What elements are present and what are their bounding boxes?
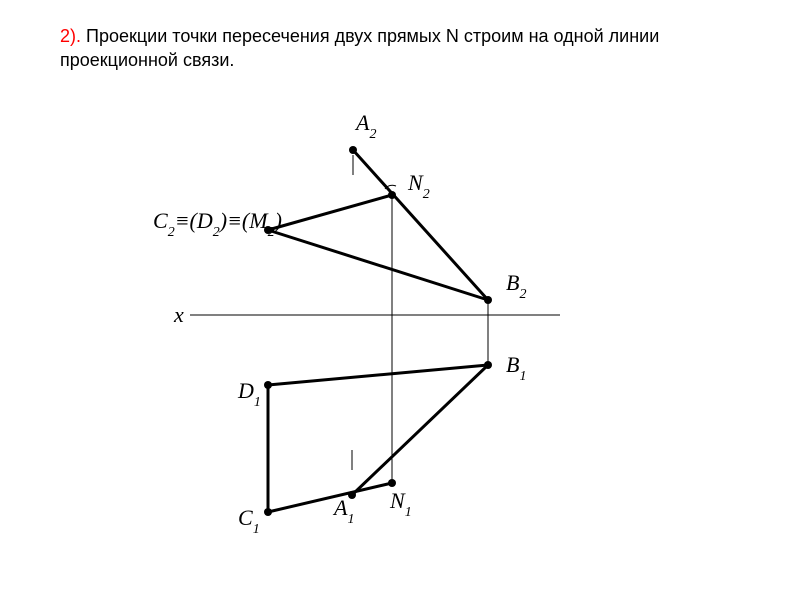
point-D1 bbox=[264, 381, 272, 389]
geometry-diagram: A2 N2 C2≡(D2)≡(M2) B2 x B1 D1 N1 A1 C1 bbox=[130, 100, 670, 570]
point-B2 bbox=[484, 296, 492, 304]
point-N1 bbox=[388, 479, 396, 487]
label-N1: N1 bbox=[389, 488, 412, 520]
labels: A2 N2 C2≡(D2)≡(M2) B2 x B1 D1 N1 A1 C1 bbox=[153, 110, 526, 537]
label-A1: A1 bbox=[332, 495, 354, 527]
point-A1 bbox=[348, 491, 356, 499]
label-c2-d2-m2: C2≡(D2)≡(M2) bbox=[153, 208, 282, 240]
caption-text: Проекции точки пересечения двух прямых N… bbox=[60, 26, 659, 70]
label-x: x bbox=[173, 302, 184, 327]
point-B1 bbox=[484, 361, 492, 369]
label-N2: N2 bbox=[407, 170, 430, 202]
point-C1 bbox=[264, 508, 272, 516]
caption: 2). Проекции точки пересечения двух прям… bbox=[60, 24, 740, 73]
caption-number: 2). bbox=[60, 26, 81, 46]
thin-lines bbox=[392, 195, 488, 483]
thick-lines bbox=[268, 150, 488, 512]
label-D1: D1 bbox=[237, 378, 261, 410]
label-B1: B1 bbox=[506, 352, 526, 384]
point-A2 bbox=[349, 146, 357, 154]
point-N2 bbox=[388, 191, 396, 199]
label-C1: C1 bbox=[238, 505, 260, 537]
label-A2: A2 bbox=[354, 110, 376, 142]
points bbox=[264, 146, 492, 516]
label-B2: B2 bbox=[506, 270, 526, 302]
